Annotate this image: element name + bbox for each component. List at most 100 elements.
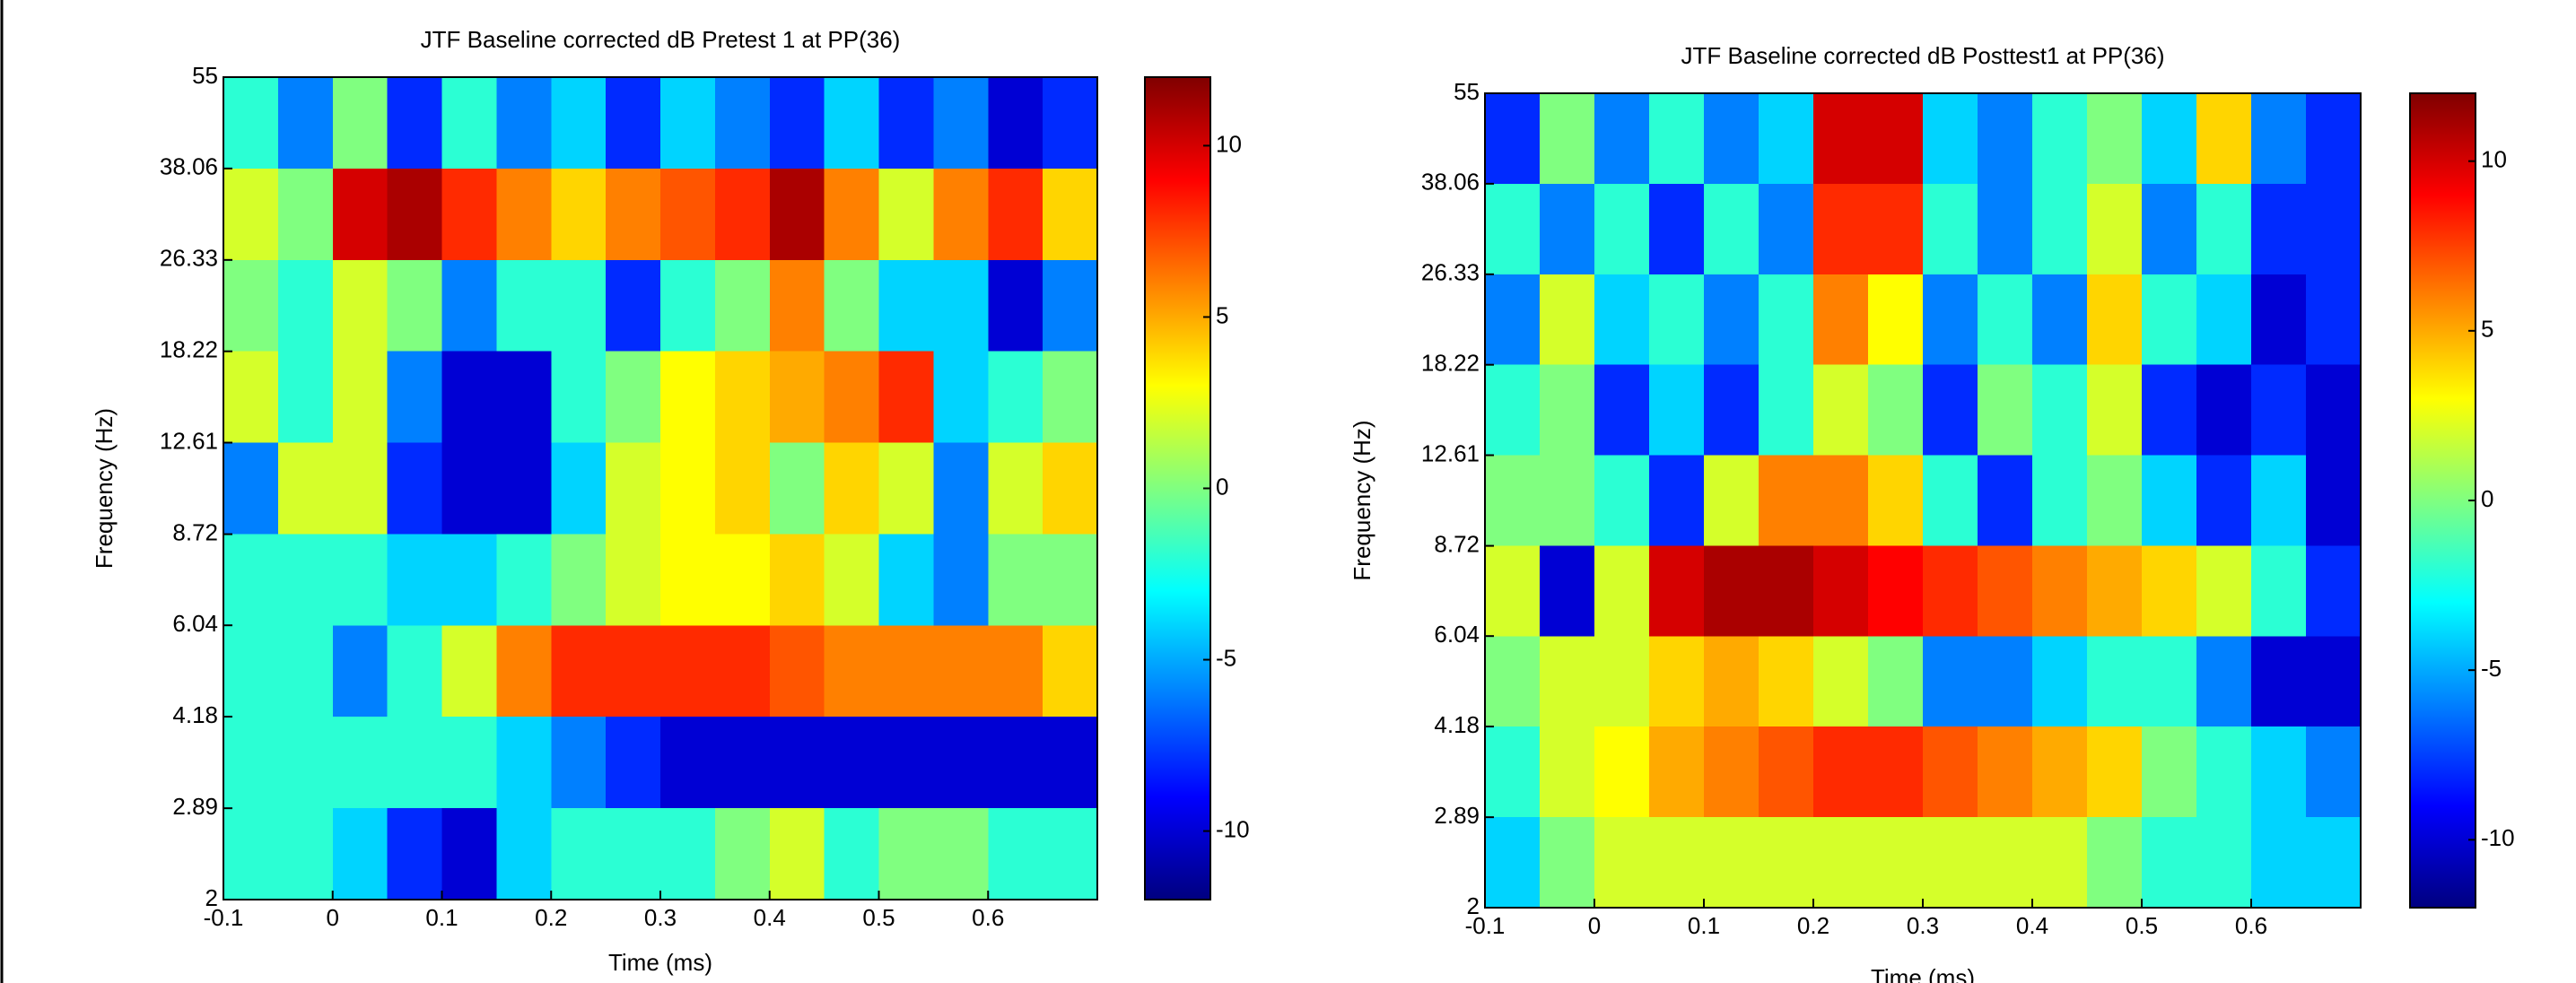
- colorbar-tick-label: 10: [2481, 146, 2507, 173]
- heat-cell: [1649, 817, 1705, 909]
- heat-cell: [988, 534, 1043, 626]
- heat-cell: [277, 168, 334, 261]
- heat-cell: [2032, 274, 2088, 366]
- heat-cell: [2032, 545, 2088, 637]
- heat-cell: [332, 351, 389, 444]
- heat-cell: [988, 77, 1043, 170]
- heat-cell: [1594, 455, 1650, 547]
- heat-cell: [2032, 93, 2088, 185]
- heat-cell: [1594, 817, 1650, 909]
- heat-cell: [1043, 534, 1098, 626]
- heat-cell: [332, 534, 389, 626]
- heat-cell: [1540, 455, 1595, 547]
- heat-cell: [2251, 726, 2307, 818]
- heat-cell: [2251, 183, 2307, 275]
- y-tick-label: 18.22: [1421, 350, 1480, 377]
- heat-cell: [1540, 636, 1595, 727]
- heat-cell: [496, 625, 552, 718]
- heat-cell: [1043, 351, 1098, 444]
- heat-cell: [2251, 636, 2307, 727]
- heat-cell: [1043, 168, 1098, 261]
- x-tick-label: 0.2: [1797, 912, 1829, 939]
- heat-cell: [824, 717, 880, 809]
- heat-cell: [496, 442, 552, 535]
- heat-cell: [1813, 274, 1869, 366]
- heat-cell: [2142, 817, 2197, 909]
- colorbar-tick-label: -5: [1216, 644, 1236, 671]
- y-tick-label: 8.72: [1434, 530, 1480, 557]
- heat-cell: [660, 442, 716, 535]
- heat-cell: [1594, 636, 1650, 727]
- heat-cell: [988, 442, 1043, 535]
- y-tick-label: 4.18: [1434, 711, 1480, 738]
- heat-cell: [1813, 93, 1869, 185]
- x-tick-label: -0.1: [204, 904, 244, 931]
- heat-cell: [496, 717, 552, 809]
- heat-cell: [933, 259, 989, 352]
- heat-cell: [2306, 636, 2362, 727]
- heat-cell: [714, 534, 771, 626]
- heat-cell: [387, 351, 443, 444]
- heat-cell: [1704, 183, 1760, 275]
- heat-cell: [933, 77, 989, 170]
- heat-cell: [1868, 364, 1924, 457]
- heat-cell: [2087, 364, 2143, 457]
- heat-cell: [1868, 183, 1924, 275]
- heat-cell: [878, 717, 934, 809]
- heat-cell: [496, 534, 552, 626]
- heat-cell: [769, 77, 825, 170]
- heat-cell: [1594, 93, 1650, 185]
- heat-cell: [1978, 183, 2033, 275]
- heat-cell: [878, 534, 934, 626]
- heat-cell: [551, 442, 607, 535]
- heat-cell: [1540, 545, 1595, 637]
- heat-cell: [878, 442, 934, 535]
- heat-cell: [441, 77, 497, 170]
- heat-cell: [2251, 455, 2307, 547]
- heat-cell: [551, 808, 607, 900]
- heat-cell: [2087, 726, 2143, 818]
- heat-cell: [2251, 93, 2307, 185]
- x-tick-label: -0.1: [1465, 912, 1506, 939]
- heat-cell: [223, 717, 279, 809]
- y-tick-label: 2: [205, 884, 218, 911]
- heat-cell: [606, 625, 661, 718]
- heat-cell: [2251, 545, 2307, 637]
- heat-cell: [824, 168, 880, 261]
- heat-cell: [2196, 183, 2252, 275]
- heat-cell: [1923, 545, 1978, 637]
- heat-cell: [1813, 364, 1869, 457]
- colorbar-tick-label: 5: [2481, 316, 2493, 343]
- heat-cell: [1978, 93, 2033, 185]
- y-tick-label: 26.33: [160, 245, 218, 272]
- heat-cell: [2142, 545, 2197, 637]
- heat-cell: [441, 168, 497, 261]
- heat-cell: [824, 808, 880, 900]
- heat-cell: [387, 259, 443, 352]
- heat-cell: [223, 625, 279, 718]
- x-tick-label: 0.3: [644, 904, 677, 931]
- heat-cell: [387, 717, 443, 809]
- heat-cell: [277, 351, 334, 444]
- heat-cell: [441, 351, 497, 444]
- heat-cell: [714, 351, 771, 444]
- heat-cell: [1649, 274, 1705, 366]
- heat-cell: [824, 77, 880, 170]
- heat-cell: [1923, 93, 1978, 185]
- heat-cell: [441, 717, 497, 809]
- heat-cell: [660, 259, 716, 352]
- heat-cell: [933, 168, 989, 261]
- y-tick-label: 26.33: [1421, 259, 1480, 286]
- heat-cell: [2032, 364, 2088, 457]
- heat-cell: [223, 259, 279, 352]
- x-tick-label: 0.6: [2235, 912, 2267, 939]
- x-axis-label: Time (ms): [608, 949, 712, 976]
- y-tick-label: 2: [1467, 892, 1480, 919]
- heat-cell: [988, 351, 1043, 444]
- heat-cell: [1704, 455, 1760, 547]
- heat-cell: [1485, 364, 1541, 457]
- y-tick-label: 12.61: [1421, 439, 1480, 466]
- heat-cell: [1813, 183, 1869, 275]
- heat-cell: [660, 168, 716, 261]
- heat-cell: [1540, 726, 1595, 818]
